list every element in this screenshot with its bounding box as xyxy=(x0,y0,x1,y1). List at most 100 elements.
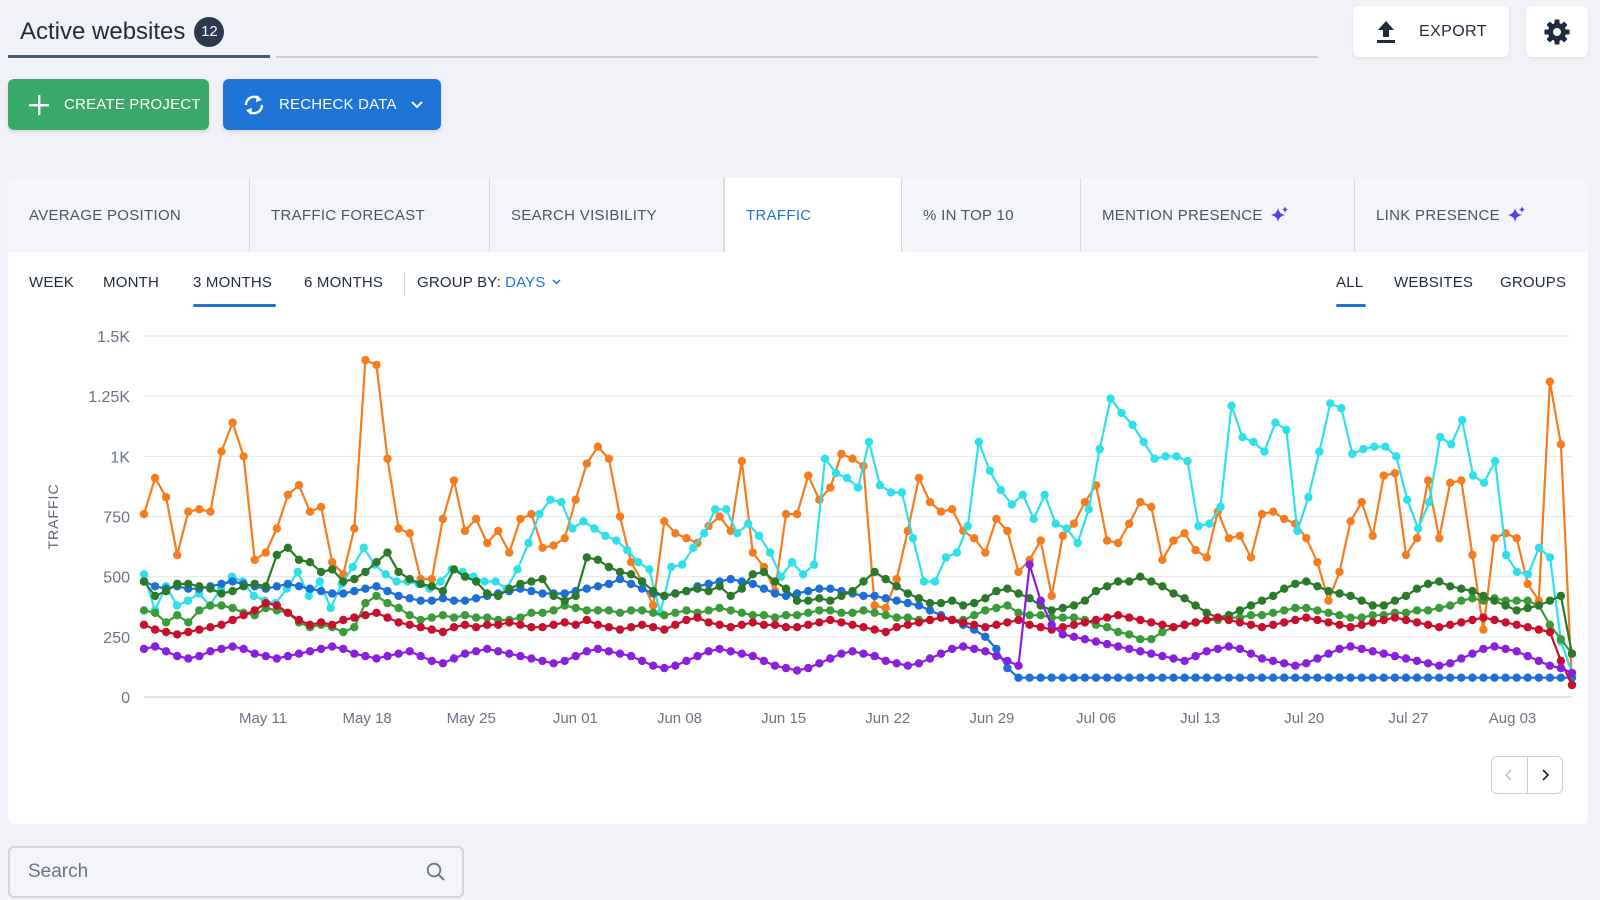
data-point xyxy=(304,591,313,601)
data-point xyxy=(261,598,270,608)
data-point xyxy=(1158,627,1167,637)
data-point xyxy=(1158,582,1167,591)
data-point xyxy=(1213,673,1223,682)
data-point xyxy=(1379,471,1389,480)
data-point xyxy=(590,524,599,533)
group-by-value[interactable]: DAYS xyxy=(505,274,546,291)
chevron-down-icon[interactable] xyxy=(410,100,423,109)
pager-next-button[interactable] xyxy=(1528,757,1563,793)
data-point xyxy=(859,591,868,601)
data-point xyxy=(392,577,401,586)
upload-icon xyxy=(1377,20,1395,43)
data-point xyxy=(494,620,503,629)
tab-traffic-forecast[interactable]: TRAFFIC FORECAST xyxy=(250,178,490,252)
data-point xyxy=(1180,656,1189,666)
data-point xyxy=(903,589,912,598)
series-line xyxy=(143,546,1574,654)
period-month[interactable]: MONTH xyxy=(103,274,159,291)
data-point xyxy=(881,656,890,666)
data-point xyxy=(206,601,215,610)
data-point xyxy=(792,509,802,519)
data-point xyxy=(914,601,924,610)
data-point xyxy=(1224,615,1234,625)
data-point xyxy=(339,627,348,637)
page-tab-active-websites[interactable]: Active websites 12 xyxy=(8,8,270,58)
data-point xyxy=(1335,673,1344,682)
data-point xyxy=(733,529,742,538)
tab-average-position[interactable]: AVERAGE POSITION xyxy=(8,178,250,252)
data-point xyxy=(781,611,791,620)
data-point xyxy=(1545,627,1555,637)
data-point xyxy=(1403,495,1412,504)
period-3-months[interactable]: 3 MONTHS xyxy=(193,274,273,291)
data-point xyxy=(1191,618,1200,627)
data-point xyxy=(1457,596,1466,605)
data-point xyxy=(1501,618,1510,627)
data-point xyxy=(438,611,448,620)
data-point xyxy=(1091,673,1101,682)
data-point xyxy=(604,623,614,632)
chart-controls: WEEK MONTH 3 MONTHS 6 MONTHS GROUP BY: DA… xyxy=(8,252,1588,322)
data-point xyxy=(1183,456,1192,466)
data-point xyxy=(1501,550,1511,560)
data-point xyxy=(689,543,698,552)
settings-button[interactable] xyxy=(1526,6,1588,57)
data-point xyxy=(1313,606,1322,615)
tab-in-top-10[interactable]: % IN TOP 10 xyxy=(902,178,1081,252)
export-button[interactable]: EXPORT xyxy=(1353,6,1509,57)
tab-link-presence[interactable]: LINK PRESENCE xyxy=(1355,178,1588,252)
data-point xyxy=(1280,606,1289,615)
data-point xyxy=(1136,572,1145,581)
data-point xyxy=(217,589,226,598)
data-point xyxy=(293,567,302,577)
data-point xyxy=(715,603,724,613)
data-point xyxy=(748,579,757,589)
data-point xyxy=(649,586,658,596)
group-by-selector[interactable]: GROUP BY: DAYS xyxy=(417,274,561,291)
data-point xyxy=(1412,656,1422,666)
data-point xyxy=(1302,673,1311,682)
data-point xyxy=(593,582,603,591)
data-point xyxy=(981,594,990,603)
data-point xyxy=(1446,582,1455,591)
data-point xyxy=(1368,611,1377,620)
data-point xyxy=(560,534,569,543)
data-point xyxy=(881,574,890,584)
data-point xyxy=(1180,620,1189,629)
tab-traffic[interactable]: TRAFFIC xyxy=(724,178,902,252)
view-websites[interactable]: WEBSITES xyxy=(1394,274,1474,291)
create-project-button[interactable]: CREATE PROJECT xyxy=(8,79,209,130)
data-point xyxy=(184,507,193,516)
data-point xyxy=(339,589,348,598)
data-point xyxy=(770,589,780,598)
period-6-months[interactable]: 6 MONTHS xyxy=(304,274,384,291)
data-point xyxy=(936,507,946,516)
data-point xyxy=(974,437,983,447)
data-point xyxy=(1335,644,1344,654)
data-point xyxy=(1025,673,1034,682)
data-point xyxy=(1058,630,1068,639)
data-point xyxy=(1523,603,1532,613)
data-point xyxy=(748,548,757,557)
pager-prev-button[interactable] xyxy=(1492,757,1528,793)
data-point xyxy=(914,659,924,668)
data-point xyxy=(1047,673,1056,682)
data-point xyxy=(538,623,547,632)
data-point xyxy=(1401,615,1411,625)
y-tick-label: 1.25K xyxy=(88,389,130,406)
data-point xyxy=(1313,615,1322,625)
tab-mention-presence[interactable]: MENTION PRESENCE xyxy=(1081,178,1355,252)
data-point xyxy=(1136,497,1145,507)
search-icon[interactable] xyxy=(426,862,446,882)
view-all[interactable]: ALL xyxy=(1336,274,1364,291)
recheck-data-button[interactable]: RECHECK DATA xyxy=(223,79,441,130)
data-point xyxy=(1423,620,1433,629)
view-groups[interactable]: GROUPS xyxy=(1500,274,1567,291)
tab-search-visibility[interactable]: SEARCH VISIBILITY xyxy=(490,178,724,252)
search-input[interactable] xyxy=(28,861,408,883)
data-point xyxy=(1291,661,1300,670)
data-point xyxy=(1191,546,1200,555)
data-point xyxy=(737,584,746,593)
data-point xyxy=(250,606,259,615)
period-week[interactable]: WEEK xyxy=(29,274,74,291)
